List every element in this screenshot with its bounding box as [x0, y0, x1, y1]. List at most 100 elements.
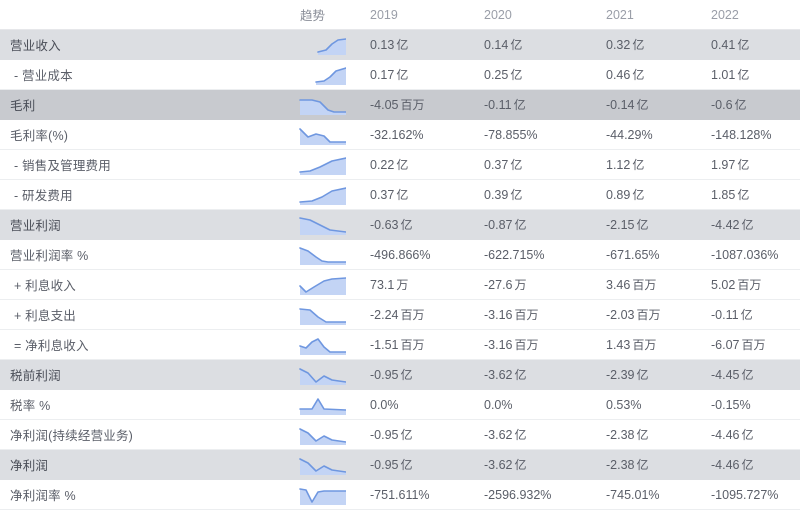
header-year-2019[interactable]: 2019 [356, 0, 470, 30]
table-row[interactable]: - 营业成本 0.17 亿 0.25 亿 0.46 亿 1.01 亿 [0, 59, 800, 90]
trend-sparkline-cell[interactable] [292, 179, 356, 210]
value-cell-2020: -0.11 亿 [470, 89, 592, 120]
trend-sparkline-cell[interactable] [292, 359, 356, 390]
row-label: 营业收入 [0, 29, 292, 60]
table-row[interactable]: 税前利润 -0.95 亿 -3.62 亿 -2.39 亿 -4.45 亿 [0, 359, 800, 390]
value-unit: 亿 [741, 218, 754, 232]
value-number: -78.855% [484, 127, 538, 142]
value-cell-2021: -2.03 百万 [592, 299, 697, 330]
header-year-2021[interactable]: 2021 [592, 0, 697, 30]
table-row[interactable]: 营业利润率 % -496.866% -622.715% -671.65% -1087.0… [0, 239, 800, 270]
table-row[interactable]: 毛利 -4.05 百万 -0.11 亿 -0.14 亿 -0.6 亿 [0, 89, 800, 120]
value-cell-2020: -3.62 亿 [470, 359, 592, 390]
header-year-2022[interactable]: 2022 [697, 0, 800, 30]
value-cell-2022: -4.46 亿 [697, 419, 800, 450]
table-row[interactable]: 税率 % 0.0% 0.0% 0.53% -0.15% [0, 389, 800, 420]
value-number: 0.32 [606, 38, 631, 52]
value-cell-2020: 0.39 亿 [470, 179, 592, 210]
value-cell-2020: -3.16 百万 [470, 299, 592, 330]
trend-sparkline-cell[interactable] [292, 29, 356, 60]
value-number: 1.97 [711, 158, 736, 172]
value-cell-2019: 0.0% [356, 389, 470, 420]
value-number: -671.65% [606, 247, 660, 262]
trend-sparkline-cell[interactable] [292, 209, 356, 240]
value-unit: 亿 [510, 158, 523, 172]
value-number: 1.12 [606, 158, 631, 172]
trend-sparkline-cell[interactable] [292, 329, 356, 360]
value-cell-2019: -0.95 亿 [356, 359, 470, 390]
trend-sparkline-cell[interactable] [292, 149, 356, 180]
header-year-2020[interactable]: 2020 [470, 0, 592, 30]
row-label: 净利润 [0, 449, 292, 480]
value-cell-2022: -0.6 亿 [697, 89, 800, 120]
value-unit: 亿 [737, 38, 750, 52]
value-cell-2021: 1.43 百万 [592, 329, 697, 360]
table-row[interactable]: + 利息支出 -2.24 百万 -3.16 百万 -2.03 百万 -0.11 亿 [0, 299, 800, 330]
value-cell-2020: 0.37 亿 [470, 149, 592, 180]
value-number: -6.07 [711, 338, 740, 352]
sparkline-icon [298, 425, 346, 445]
value-number: -27.6 [484, 278, 513, 292]
table-row[interactable]: 净利润 -0.95 亿 -3.62 亿 -2.38 亿 -4.46 亿 [0, 449, 800, 480]
table-row[interactable]: 营业利润 -0.63 亿 -0.87 亿 -2.15 亿 -4.42 亿 [0, 209, 800, 240]
value-unit: 亿 [632, 188, 645, 202]
value-number: 0.39 [484, 188, 509, 202]
value-cell-2022: 1.85 亿 [697, 179, 800, 210]
trend-sparkline-cell[interactable] [292, 239, 356, 270]
value-number: 1.85 [711, 188, 736, 202]
table-row[interactable]: - 销售及管理费用 0.22 亿 0.37 亿 1.12 亿 1.97 亿 [0, 149, 800, 180]
value-number: -2.15 [606, 218, 635, 232]
value-number: -2.24 [370, 308, 399, 322]
table-row[interactable]: 营业收入 0.13 亿 0.14 亿 0.32 亿 0.41 亿 [0, 29, 800, 60]
value-unit: 亿 [741, 428, 754, 442]
table-body: 营业收入 0.13 亿 0.14 亿 0.32 亿 0.41 亿 - 营业成本 0.17 亿 0.25 亿… [0, 29, 800, 510]
value-number: 73.1 [370, 278, 395, 292]
value-number: -0.63 [370, 218, 399, 232]
value-unit: 亿 [741, 368, 754, 382]
trend-sparkline-cell[interactable] [292, 89, 356, 120]
trend-sparkline-cell[interactable] [292, 389, 356, 420]
value-cell-2020: -3.16 百万 [470, 329, 592, 360]
sparkline-icon [298, 155, 346, 175]
sparkline-icon [298, 305, 346, 325]
value-number: -1.51 [370, 338, 399, 352]
sparkline-icon [298, 365, 346, 385]
table-row[interactable]: = 净利息收入 -1.51 百万 -3.16 百万 1.43 百万 -6.07 百万 [0, 329, 800, 360]
value-cell-2019: -2.24 百万 [356, 299, 470, 330]
value-number: -0.95 [370, 458, 399, 472]
trend-sparkline-cell[interactable] [292, 119, 356, 150]
value-cell-2019: -4.05 百万 [356, 89, 470, 120]
trend-sparkline-cell[interactable] [292, 449, 356, 480]
value-unit: 百万 [632, 278, 657, 292]
value-unit: 亿 [513, 98, 526, 112]
value-cell-2021: -671.65% [592, 239, 697, 270]
table-row[interactable]: + 利息收入 73.1 万 -27.6 万 3.46 百万 5.02 百万 [0, 269, 800, 300]
value-number: 0.0% [370, 397, 399, 412]
table-row[interactable]: 毛利率(%) -32.162% -78.855% -44.29% -148.128% [0, 119, 800, 150]
value-unit: 亿 [740, 308, 753, 322]
row-label: + 利息支出 [0, 299, 292, 330]
value-cell-2019: 0.17 亿 [356, 59, 470, 90]
trend-sparkline-cell[interactable] [292, 419, 356, 450]
value-number: 0.46 [606, 68, 631, 82]
trend-sparkline-cell[interactable] [292, 269, 356, 300]
trend-sparkline-cell[interactable] [292, 299, 356, 330]
sparkline-icon [298, 95, 346, 115]
value-cell-2022: 1.97 亿 [697, 149, 800, 180]
value-unit: 百万 [514, 308, 539, 322]
value-unit: 亿 [636, 218, 649, 232]
value-cell-2019: 73.1 万 [356, 269, 470, 300]
value-cell-2020: 0.0% [470, 389, 592, 420]
value-number: 0.14 [484, 38, 509, 52]
value-number: -2.03 [606, 308, 635, 322]
value-number: -4.45 [711, 368, 740, 382]
header-trend[interactable]: 趋势 [292, 0, 356, 30]
value-cell-2021: -44.29% [592, 119, 697, 150]
trend-sparkline-cell[interactable] [292, 59, 356, 90]
value-number: -2.38 [606, 458, 635, 472]
table-row[interactable]: 净利润(持续经营业务) -0.95 亿 -3.62 亿 -2.38 亿 -4.46 亿 [0, 419, 800, 450]
table-row[interactable]: - 研发费用 0.37 亿 0.39 亿 0.89 亿 1.85 亿 [0, 179, 800, 210]
value-unit: 百万 [514, 338, 539, 352]
value-unit: 亿 [396, 68, 409, 82]
row-label: - 销售及管理费用 [0, 149, 292, 180]
